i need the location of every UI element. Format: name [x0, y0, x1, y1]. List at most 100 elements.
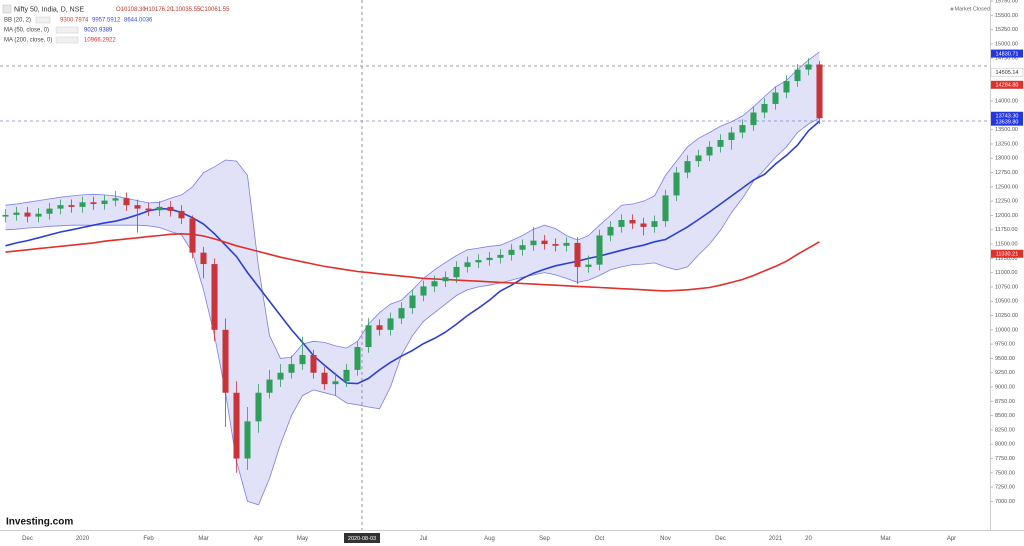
candle-body: [717, 139, 724, 147]
price-marker-label: 14284.80: [996, 83, 1019, 89]
candle-body: [783, 81, 790, 93]
indicator-value: 8644.0036: [124, 18, 153, 24]
candle-body: [629, 220, 636, 224]
y-tick-label: 15000.00: [995, 41, 1018, 47]
candle-body: [222, 329, 229, 393]
y-tick-label: 12750.00: [995, 170, 1018, 176]
candle-body: [376, 325, 383, 330]
candle-body: [585, 264, 592, 267]
x-tick-label: Nov: [660, 536, 671, 542]
y-tick-label: 13000.00: [995, 156, 1018, 162]
x-tick-label: 2021: [769, 536, 783, 542]
y-tick-label: 7000.00: [995, 499, 1015, 505]
y-tick-label: 10000.00: [995, 327, 1018, 333]
indicator-icon: [35, 16, 51, 24]
candle-body: [101, 200, 108, 205]
y-tick-label: 8750.00: [995, 399, 1015, 405]
x-tick-label: Feb: [143, 536, 154, 542]
ohlc-readout: H10176.20: [144, 7, 174, 13]
candle-body: [200, 252, 207, 265]
x-tick-label: Aug: [484, 536, 495, 542]
x-tick-label: Mar: [880, 536, 890, 542]
candle-body: [299, 355, 306, 365]
brand-logo: Investing.com: [6, 517, 73, 528]
ohlc-readout: C10061.55: [200, 7, 230, 13]
y-tick-label: 10250.00: [995, 313, 1018, 319]
y-tick-label: 8250.00: [995, 427, 1015, 433]
price-marker: [991, 49, 1023, 58]
y-tick-label: 12250.00: [995, 199, 1018, 205]
price-marker-label: 13743.30: [996, 114, 1019, 120]
candle-body: [541, 240, 548, 245]
candle-body: [431, 281, 438, 287]
indicator-name: MA (50, close, 0): [4, 28, 49, 34]
candle-body: [189, 218, 196, 253]
candle-body: [288, 364, 295, 373]
candle-body: [310, 355, 317, 373]
y-tick-label: 7250.00: [995, 485, 1015, 491]
y-tick-label: 9500.00: [995, 356, 1015, 362]
candle-body: [805, 64, 812, 70]
symbol-icon: [2, 4, 12, 14]
y-tick-label: 9750.00: [995, 342, 1015, 348]
candle-body: [475, 260, 482, 263]
candle-body: [574, 242, 581, 267]
x-tick-label: Mar: [198, 536, 208, 542]
price-marker-label: 14505.14: [996, 70, 1019, 76]
y-tick-label: 11750.00: [995, 227, 1018, 233]
price-marker: [991, 117, 1023, 126]
candle-body: [409, 295, 416, 309]
y-tick-label: 13500.00: [995, 127, 1018, 133]
y-tick-label: 12000.00: [995, 213, 1018, 219]
indicator-name: BB (20, 2): [4, 18, 31, 24]
indicator-value: 9957.5912: [92, 18, 121, 24]
x-tick-label: Dec: [715, 536, 726, 542]
candle-body: [13, 212, 20, 215]
y-tick-label: 10750.00: [995, 284, 1018, 290]
x-tick-label: Sep: [539, 536, 550, 542]
candle-body: [684, 161, 691, 173]
y-tick-label: 7750.00: [995, 456, 1015, 462]
candle-body: [673, 172, 680, 196]
candle-body: [321, 372, 328, 385]
y-tick-label: 7500.00: [995, 470, 1015, 476]
candle-body: [761, 103, 768, 113]
candle-body: [772, 92, 779, 104]
candle-body: [464, 262, 471, 267]
x-tick-label: 2020: [76, 536, 90, 542]
candle-body: [442, 277, 449, 282]
price-marker: [990, 67, 1024, 77]
y-tick-label: 14000.00: [995, 99, 1018, 105]
bollinger-upper: [5, 51, 820, 359]
x-tick-label: Dec: [22, 536, 33, 542]
candle-body: [486, 257, 493, 261]
candle-body: [90, 202, 97, 205]
y-tick-label: 15750.00: [995, 0, 1018, 4]
candle-body: [563, 242, 570, 246]
status-dot: [950, 7, 954, 11]
indicator-value: 9020.9389: [84, 28, 113, 34]
candle-body: [68, 205, 75, 207]
y-tick-label: 10500.00: [995, 299, 1018, 305]
moving-average: [5, 120, 821, 385]
candle-body: [365, 325, 372, 347]
y-tick-label: 12500.00: [995, 184, 1018, 190]
candle-body: [453, 266, 460, 278]
candle-body: [244, 421, 251, 459]
x-tick-label: 20: [805, 536, 812, 542]
candle-body: [156, 206, 163, 211]
candle-body: [277, 372, 284, 380]
moving-average: [5, 232, 820, 292]
price-marker-label: 11330.21: [996, 252, 1019, 258]
candle-body: [794, 69, 801, 82]
ohlc-readout: L10035.55: [172, 7, 201, 13]
candle-body: [530, 240, 537, 246]
price-marker: [991, 80, 1023, 89]
candle-body: [266, 379, 273, 393]
candle-body: [651, 221, 658, 227]
price-marker: [991, 111, 1023, 120]
indicator-value: 10966.2922: [84, 38, 116, 44]
price-marker-label: 14830.71: [996, 51, 1019, 57]
y-tick-label: 8000.00: [995, 442, 1015, 448]
